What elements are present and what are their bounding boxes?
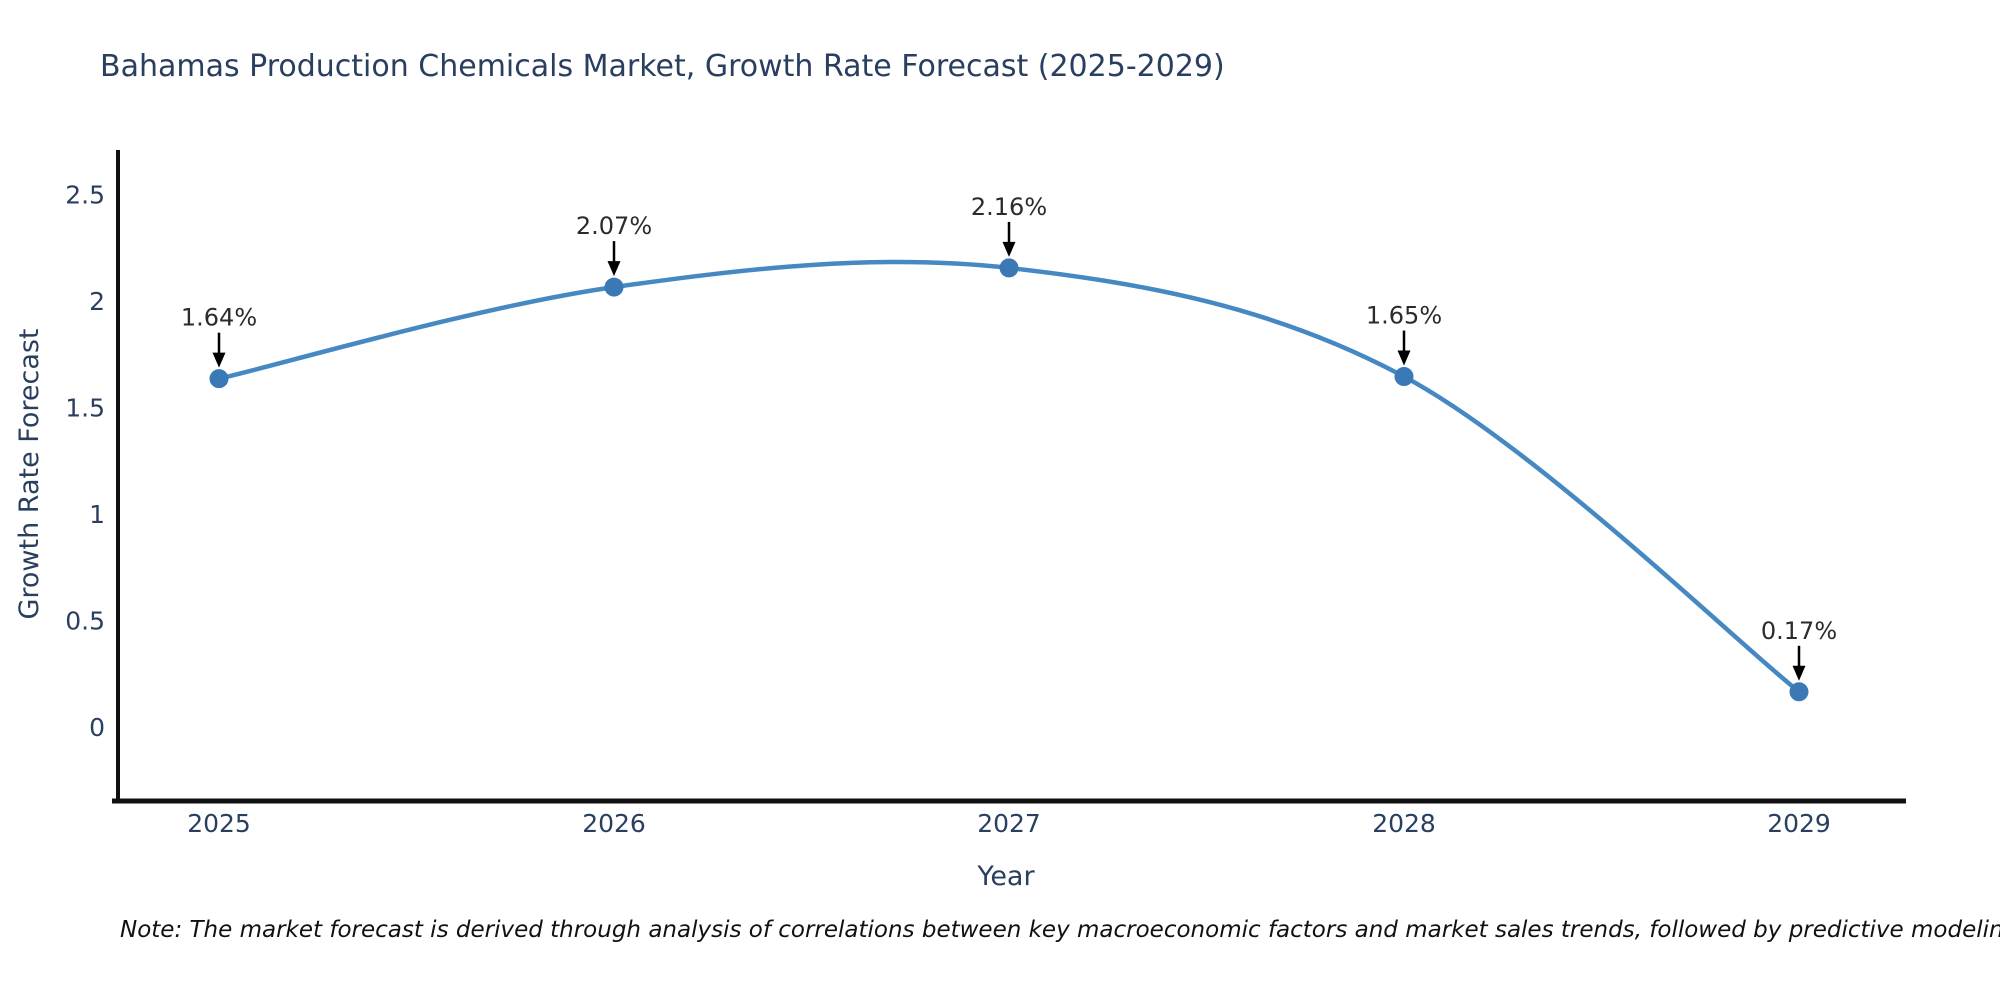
footnote: Note: The market forecast is derived thr… bbox=[120, 917, 2000, 943]
point-value-label: 0.17% bbox=[1761, 617, 1837, 645]
point-value-label: 1.64% bbox=[181, 304, 257, 332]
x-tick-label: 2028 bbox=[1372, 809, 1436, 838]
x-tick-label: 2027 bbox=[977, 809, 1041, 838]
point-value-label: 1.65% bbox=[1366, 302, 1442, 330]
x-tick-label: 2025 bbox=[187, 809, 251, 838]
annotation-arrow-head bbox=[212, 352, 226, 368]
x-tick-label: 2026 bbox=[582, 809, 646, 838]
y-tick-label: 1.5 bbox=[65, 394, 105, 423]
x-tick-label: 2029 bbox=[1767, 809, 1831, 838]
y-tick-label: 0.5 bbox=[65, 607, 105, 636]
y-tick-label: 1 bbox=[89, 500, 105, 529]
y-tick-label: 0 bbox=[89, 713, 105, 742]
y-tick-label: 2 bbox=[89, 287, 105, 316]
annotation-arrow-head bbox=[607, 261, 621, 277]
data-point-marker[interactable] bbox=[209, 369, 229, 389]
chart-title: Bahamas Production Chemicals Market, Gro… bbox=[100, 49, 1225, 84]
data-point-marker[interactable] bbox=[999, 258, 1019, 278]
point-value-label: 2.16% bbox=[971, 193, 1047, 221]
x-axis-title: Year bbox=[977, 861, 1035, 892]
annotation-arrow-head bbox=[1397, 350, 1411, 366]
annotation-arrow-head bbox=[1792, 665, 1806, 681]
y-axis-title: Growth Rate Forecast bbox=[14, 328, 45, 620]
data-point-marker[interactable] bbox=[1394, 367, 1414, 387]
data-point-marker[interactable] bbox=[604, 277, 624, 297]
forecast-line bbox=[216, 259, 1802, 695]
y-tick-label: 2.5 bbox=[65, 181, 105, 210]
data-point-marker[interactable] bbox=[1789, 682, 1809, 702]
annotation-arrow-head bbox=[1002, 241, 1016, 257]
point-value-label: 2.07% bbox=[576, 212, 652, 240]
